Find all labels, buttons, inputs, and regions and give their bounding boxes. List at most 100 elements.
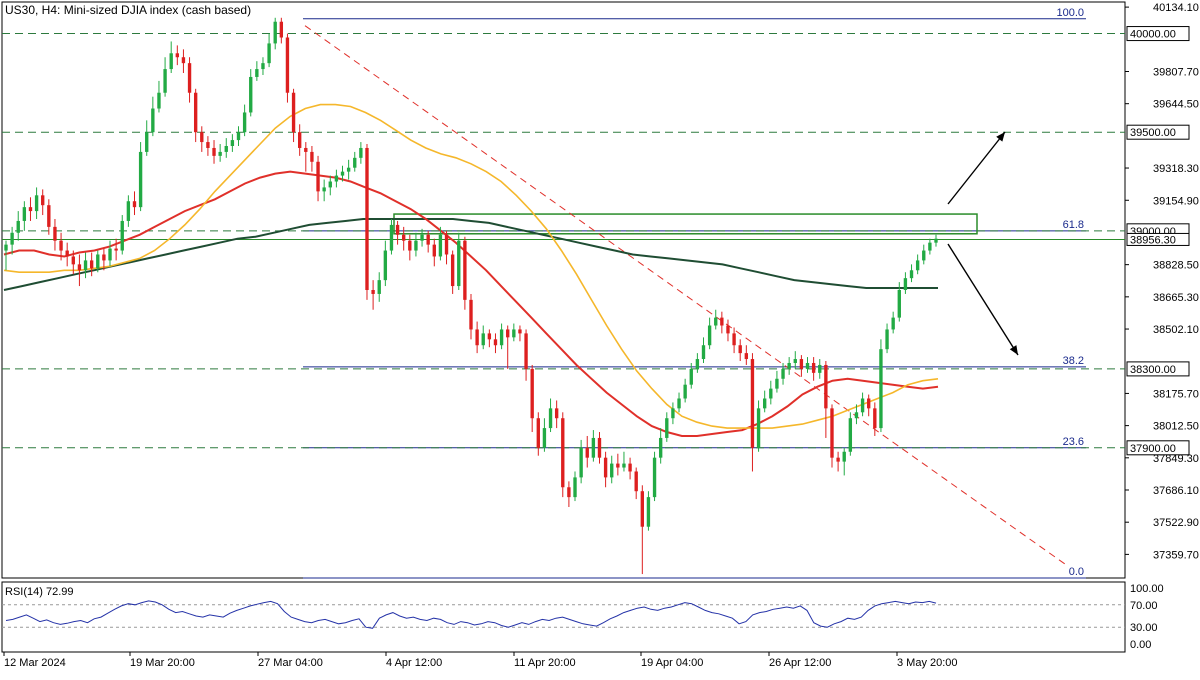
candle-bull bbox=[885, 329, 889, 350]
candle-bear bbox=[200, 132, 204, 143]
candle-bull bbox=[671, 408, 675, 419]
candle-bull bbox=[389, 224, 394, 251]
ma-fast-line bbox=[3, 103, 939, 429]
price-tag-label: 38300.00 bbox=[1130, 364, 1176, 376]
price-tag-box bbox=[1126, 440, 1190, 456]
candle-bull bbox=[499, 329, 504, 346]
candle-bull bbox=[610, 463, 614, 478]
candle-bear bbox=[628, 463, 632, 472]
y-tick-label: 37522.90 bbox=[1153, 517, 1199, 529]
candle-bear bbox=[53, 226, 57, 241]
candle-bull bbox=[383, 250, 388, 281]
candle-bull bbox=[169, 53, 173, 70]
candle-bear bbox=[187, 63, 192, 93]
candle-bull bbox=[224, 146, 228, 152]
candle-bear bbox=[561, 418, 565, 488]
candle-bear bbox=[720, 317, 724, 326]
candle-bull bbox=[805, 362, 810, 369]
candle-bear bbox=[444, 234, 449, 255]
candle-bull bbox=[151, 108, 155, 133]
candle-bull bbox=[377, 280, 381, 294]
candle-bear bbox=[298, 132, 302, 148]
candle-bull bbox=[879, 349, 883, 429]
candle-bull bbox=[255, 69, 259, 77]
candle-bull bbox=[781, 368, 785, 379]
candle-bull bbox=[438, 234, 443, 257]
candle-bear bbox=[738, 345, 742, 354]
candle-bull bbox=[922, 250, 926, 261]
candle-bear bbox=[65, 250, 69, 257]
candle-bull bbox=[138, 151, 143, 208]
candle-bear bbox=[279, 21, 284, 38]
y-tick-label: 38012.50 bbox=[1153, 421, 1199, 433]
candle-bull bbox=[677, 398, 681, 409]
candle-bull bbox=[763, 398, 767, 409]
chart-title: US30, H4: Mini-sized DJIA index (cash ba… bbox=[5, 3, 252, 17]
candle-bull bbox=[665, 418, 669, 438]
price-tag-box bbox=[1126, 26, 1190, 42]
candle-bear bbox=[616, 463, 620, 468]
candle-bull bbox=[334, 175, 339, 182]
candle-bull bbox=[848, 418, 853, 452]
price-tag-label: 37900.00 bbox=[1130, 443, 1176, 455]
y-tick-label: 39154.90 bbox=[1153, 195, 1199, 207]
y-tick-label: 38828.50 bbox=[1153, 260, 1199, 272]
candle-bull bbox=[126, 201, 131, 221]
candle-bull bbox=[353, 157, 357, 168]
candle-bear bbox=[316, 161, 320, 192]
rsi-tick-label: 30.00 bbox=[1130, 622, 1158, 634]
x-tick-label: 4 Apr 12:00 bbox=[386, 657, 442, 669]
candle-bear bbox=[530, 368, 534, 419]
fib-label: 23.6 bbox=[1063, 436, 1084, 448]
ma-mid-line bbox=[3, 170, 939, 437]
candle-bear bbox=[71, 256, 75, 265]
main-plot-frame bbox=[1, 1, 1126, 579]
candle-bull bbox=[646, 497, 651, 527]
candle-bull bbox=[328, 181, 332, 188]
candle-bear bbox=[41, 195, 45, 206]
x-tick-label: 19 Mar 20:00 bbox=[130, 657, 195, 669]
candle-bull bbox=[157, 92, 161, 109]
candle-bear bbox=[830, 408, 834, 458]
candle-bull bbox=[897, 290, 901, 318]
arrow-up bbox=[947, 131, 1006, 205]
x-tick-label: 26 Apr 12:00 bbox=[769, 657, 831, 669]
price-tag-box bbox=[1126, 361, 1190, 377]
candle-bear bbox=[585, 447, 589, 458]
candle-bull bbox=[512, 329, 516, 338]
candle-bull bbox=[108, 248, 112, 261]
candle-bear bbox=[524, 333, 528, 369]
candle-bull bbox=[145, 132, 149, 152]
candle-bull bbox=[481, 333, 485, 346]
y-tick-label: 38665.30 bbox=[1153, 292, 1199, 304]
candle-bear bbox=[365, 147, 369, 290]
candle-bear bbox=[750, 359, 755, 448]
candle-bear bbox=[493, 339, 498, 346]
candle-bear bbox=[426, 234, 430, 245]
candle-bull bbox=[4, 244, 8, 251]
candle-bull bbox=[689, 368, 693, 385]
candle-bull bbox=[230, 140, 235, 146]
candle-bear bbox=[536, 418, 540, 448]
rsi-tick-label: 70.00 bbox=[1130, 600, 1158, 612]
candle-bear bbox=[310, 151, 314, 162]
candle-bull bbox=[891, 317, 895, 330]
candle-bear bbox=[408, 240, 412, 251]
y-tick-label: 39318.30 bbox=[1153, 163, 1199, 175]
candle-bull bbox=[457, 240, 461, 287]
candle-bull bbox=[934, 238, 938, 243]
candle-bear bbox=[603, 457, 608, 478]
candle-bear bbox=[634, 471, 638, 492]
y-tick-label: 38502.10 bbox=[1153, 324, 1199, 336]
candle-bear bbox=[487, 333, 492, 340]
price-tag-box bbox=[1126, 124, 1190, 140]
candle-bear bbox=[193, 92, 198, 133]
candle-bear bbox=[304, 147, 308, 152]
candle-bear bbox=[744, 353, 749, 360]
candle-bear bbox=[640, 491, 644, 527]
x-tick-label: 27 Mar 04:00 bbox=[258, 657, 323, 669]
candle-bull bbox=[218, 151, 222, 156]
rsi-tick-label: 0.00 bbox=[1130, 639, 1151, 651]
candle-bull bbox=[548, 408, 553, 429]
candle-bull bbox=[928, 242, 932, 251]
